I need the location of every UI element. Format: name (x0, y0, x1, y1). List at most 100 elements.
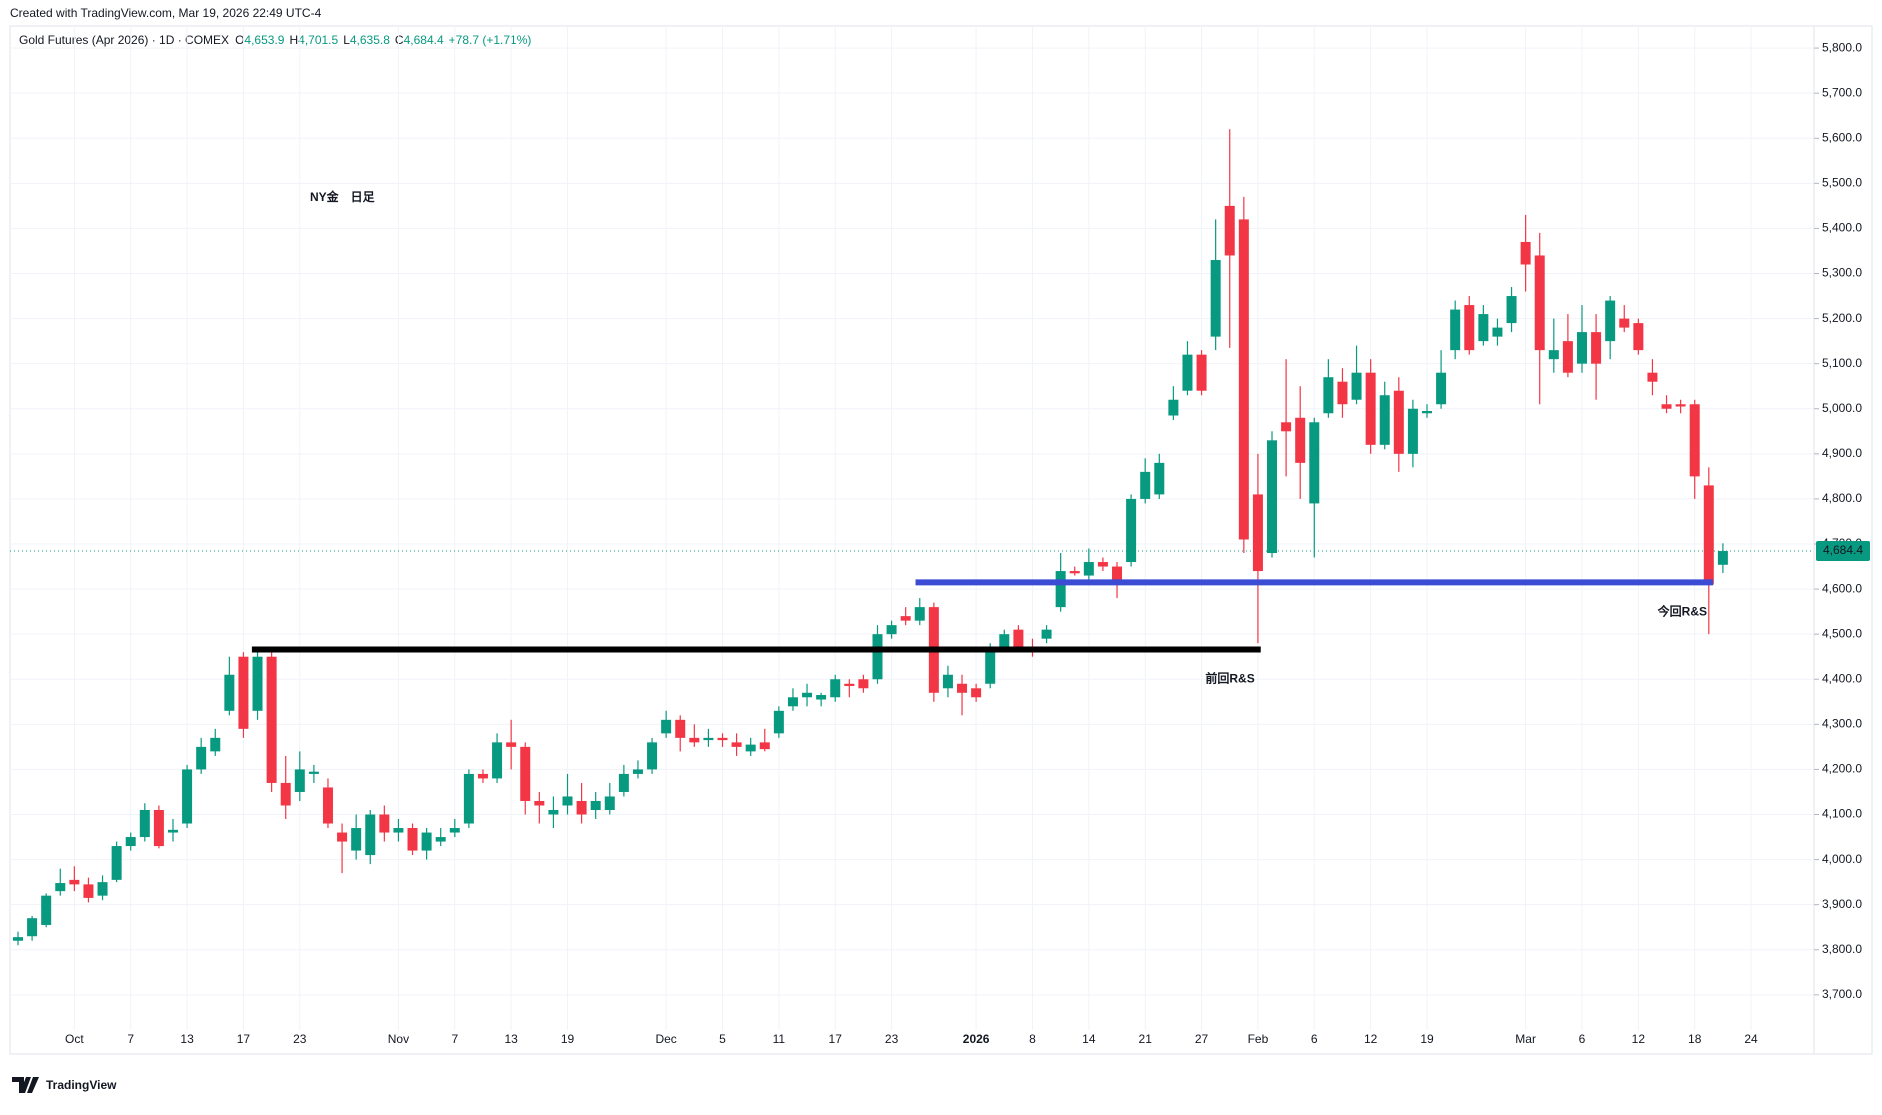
candle-body (1210, 259, 1221, 337)
x-tick-label: 12 (1364, 1032, 1378, 1046)
y-tick-label: 4,200.0 (1822, 762, 1862, 776)
candle-body (1591, 332, 1602, 364)
candle-body (703, 737, 714, 741)
candle-body (759, 742, 770, 750)
x-tick-label: Mar (1515, 1032, 1536, 1046)
candle-body (1379, 395, 1390, 445)
candle-body (351, 828, 362, 851)
candle-body (618, 773, 629, 792)
candle-body (717, 737, 728, 741)
x-tick-label: 5 (719, 1032, 726, 1046)
candle-body (1407, 408, 1418, 454)
candle-body (167, 829, 178, 833)
candle-body (1224, 205, 1235, 256)
candle-body (886, 625, 897, 635)
candle-body (463, 773, 474, 824)
symbol: Gold Futures (Apr 2026) · 1D · COMEX (19, 33, 229, 47)
x-tick-label: Nov (388, 1032, 409, 1046)
candle-body (647, 742, 658, 770)
candle-body (1492, 327, 1503, 337)
candle-body (1168, 399, 1179, 416)
candle-body (971, 688, 982, 698)
candle-body (1619, 318, 1630, 328)
candle-body (492, 742, 503, 779)
candle-body (210, 737, 221, 752)
candle-body (1196, 354, 1207, 391)
level-label: 今回R&S (1657, 603, 1707, 618)
y-tick-label: 5,300.0 (1822, 266, 1862, 280)
candle-body (449, 828, 460, 833)
candle-body (689, 737, 700, 743)
candle-body (844, 683, 855, 687)
x-tick-label: Oct (65, 1032, 84, 1046)
x-tick-label: 17 (237, 1032, 251, 1046)
x-tick-label: 8 (1029, 1032, 1036, 1046)
ohlc-key: C (395, 33, 404, 47)
y-tick-label: 5,000.0 (1822, 401, 1862, 415)
candle-body (914, 607, 925, 621)
x-tick-label: 2026 (963, 1032, 990, 1046)
candle-body (1576, 332, 1587, 364)
candle-body (55, 883, 66, 892)
ohlc-key: L (343, 33, 350, 47)
candle-body (1083, 562, 1094, 576)
candle-body (252, 656, 263, 711)
candle-body (393, 828, 404, 833)
candle-body (520, 746, 531, 801)
x-tick-label: 19 (1420, 1032, 1434, 1046)
candle-body (675, 719, 686, 738)
x-tick-label: 24 (1744, 1032, 1758, 1046)
symbol-legend: Gold Futures (Apr 2026) · 1D · COMEX O4,6… (19, 33, 531, 47)
candle-body (125, 837, 136, 847)
candle-body (632, 769, 643, 774)
x-tick-label: 14 (1082, 1032, 1096, 1046)
created-note: Created with TradingView.com, Mar 19, 20… (10, 6, 322, 20)
candle-body (238, 656, 249, 729)
candle-body (1337, 381, 1348, 405)
candle-body (1464, 305, 1475, 351)
candle-body (1534, 255, 1545, 351)
candle-body (1309, 422, 1320, 504)
candle-body (1548, 350, 1559, 360)
change: +78.7 (+1.71%) (449, 33, 532, 47)
x-tick-label: 6 (1311, 1032, 1318, 1046)
ohlc-key: O (235, 33, 244, 47)
candle-body (1393, 390, 1404, 454)
chart-frame (9, 25, 1873, 1055)
y-tick-label: 4,900.0 (1822, 446, 1862, 460)
y-tick-label: 3,900.0 (1822, 897, 1862, 911)
y-tick-label: 5,500.0 (1822, 176, 1862, 190)
y-tick-label: 4,600.0 (1822, 581, 1862, 595)
x-tick-label: 13 (504, 1032, 518, 1046)
candle-body (1295, 417, 1306, 463)
x-tick-label: 18 (1688, 1032, 1702, 1046)
candle-body (1450, 309, 1461, 351)
y-tick-label: 5,600.0 (1822, 130, 1862, 144)
candle-body (1238, 219, 1249, 540)
candle-body (1717, 551, 1728, 565)
candle-body (196, 746, 207, 770)
candle-body (1140, 471, 1151, 499)
candle-body (1562, 341, 1573, 373)
x-tick-label: 27 (1195, 1032, 1209, 1046)
candle-body (407, 828, 418, 851)
candle-body (534, 800, 545, 806)
candle-body (379, 814, 390, 833)
candle-body (41, 895, 52, 925)
chart-title: NY金 日足 (310, 189, 375, 204)
y-tick-label: 5,800.0 (1822, 40, 1862, 54)
y-tick-label: 3,700.0 (1822, 987, 1862, 1001)
x-tick-label: 13 (180, 1032, 194, 1046)
x-tick-label: Feb (1248, 1032, 1269, 1046)
candle-body (266, 656, 277, 783)
candle-body (182, 769, 193, 824)
x-tick-label: 23 (293, 1032, 307, 1046)
candle-body (506, 742, 517, 747)
y-tick-label: 4,300.0 (1822, 717, 1862, 731)
candle-body (13, 937, 23, 941)
candle-body (1267, 440, 1278, 554)
candle-body (1252, 494, 1263, 572)
candle-body (957, 683, 968, 693)
candle-body (985, 647, 996, 684)
